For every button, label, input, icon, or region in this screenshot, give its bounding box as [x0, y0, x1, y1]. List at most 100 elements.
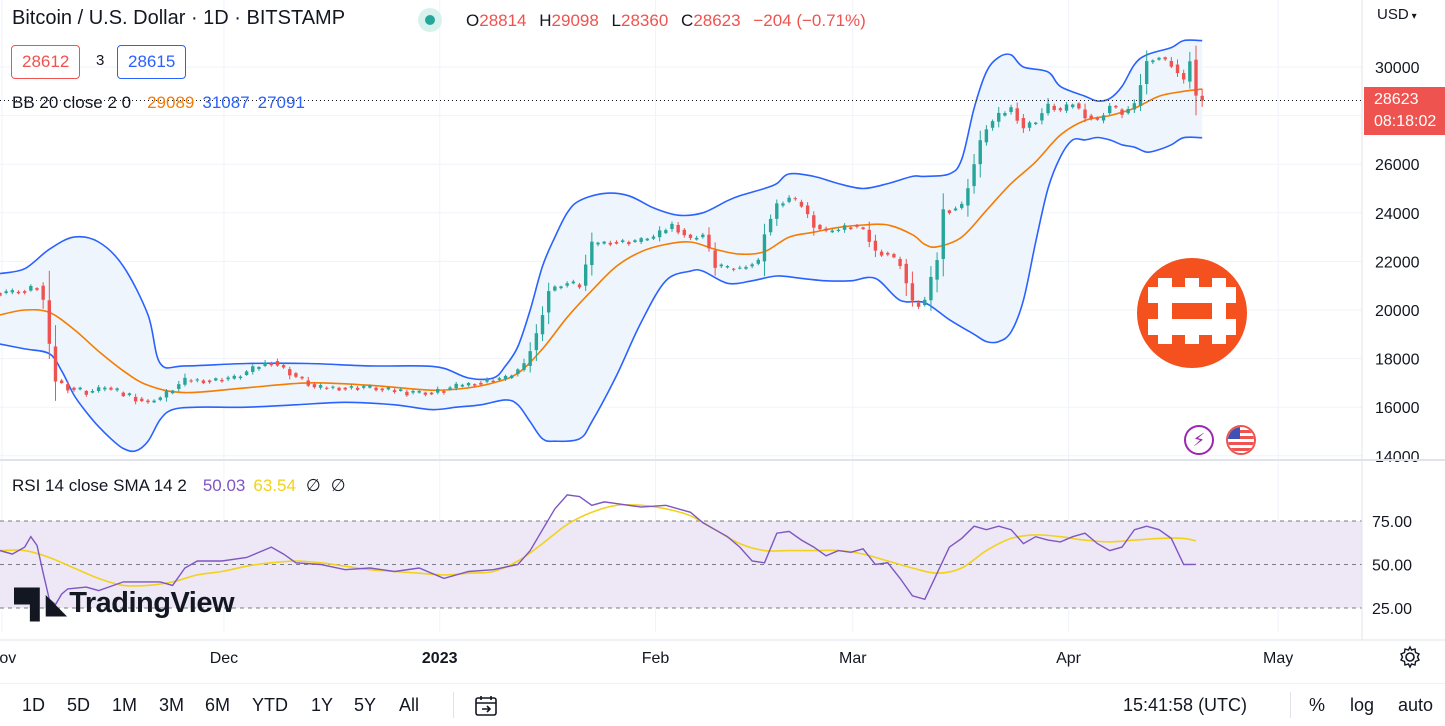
candle-body — [768, 218, 773, 233]
bitcoin-logo-stroke — [1158, 278, 1172, 344]
candle-body — [238, 376, 243, 379]
candle-body — [559, 286, 563, 289]
bitcoin-logo-stroke — [1212, 278, 1226, 344]
candle-body — [1194, 59, 1198, 96]
candle-body — [664, 230, 668, 234]
candle-body — [509, 375, 514, 379]
candle-body — [818, 224, 822, 230]
candle-body — [688, 234, 693, 238]
sell-price-button[interactable]: 28612 — [11, 45, 81, 79]
candle-body — [331, 386, 335, 388]
candle-body — [47, 300, 52, 344]
rsi-sma-value: 63.54 — [253, 476, 296, 495]
candle-body — [1175, 64, 1180, 74]
candle-body — [947, 210, 952, 214]
lightning-icon[interactable]: ⚡ — [1184, 425, 1214, 455]
candle-body — [799, 201, 804, 207]
rsi-legend[interactable]: RSI 14 close SMA 14 2 50.03 63.54 ∅ ∅ — [12, 476, 356, 496]
rsi-legend-label: RSI 14 close SMA 14 2 — [12, 476, 187, 495]
candle-body — [583, 264, 588, 286]
range-all-button[interactable]: All — [399, 695, 420, 715]
candle-body — [59, 380, 64, 384]
ohlc-low-value: 28360 — [621, 11, 669, 30]
range-1d-button[interactable]: 1D — [22, 695, 46, 715]
currency-selector[interactable]: USD ▾ — [1377, 6, 1417, 23]
price-tick-label: 24000 — [1375, 206, 1420, 223]
candle-body — [90, 391, 95, 393]
chevron-down-icon: ▾ — [1411, 11, 1417, 22]
candle-body — [1126, 108, 1130, 114]
candle-body — [627, 241, 631, 245]
candle-body — [738, 267, 742, 269]
candle-body — [861, 227, 865, 230]
candle-body — [528, 351, 532, 366]
candle-body — [744, 266, 748, 269]
bb-fill — [0, 40, 1203, 452]
log-scale-toggle[interactable]: log — [1350, 695, 1375, 715]
range-5y-button[interactable]: 5Y — [354, 695, 377, 715]
market-open-indicator-icon[interactable] — [418, 8, 442, 32]
candle-body — [214, 378, 218, 381]
auto-scale-toggle[interactable]: auto — [1398, 695, 1434, 715]
buy-price-button[interactable]: 28615 — [117, 45, 187, 79]
candle-body — [953, 208, 958, 211]
candle-body — [713, 250, 717, 268]
candle-body — [232, 375, 236, 379]
rsi-pane — [0, 494, 1362, 609]
rsi-tick-label: 75.00 — [1372, 514, 1412, 531]
bb-legend[interactable]: BB 20 close 2 0 29089 31087 27091 — [12, 93, 313, 113]
candle-body — [1132, 103, 1137, 110]
candles — [0, 45, 1362, 405]
toolbar-divider — [453, 692, 454, 718]
candle-body — [879, 251, 884, 256]
candle-body — [731, 268, 736, 270]
tradingview-logo[interactable]: ▀▌◣ TradingView — [14, 587, 235, 620]
settings-gear-icon[interactable] — [1398, 645, 1422, 669]
ohlc-open-value: 28814 — [479, 11, 527, 30]
candle-body — [830, 230, 834, 233]
candle-body — [374, 387, 378, 391]
range-1y-button[interactable]: 1Y — [311, 695, 334, 715]
symbol-title[interactable]: Bitcoin / U.S. Dollar · 1D · BITSTAMP — [12, 7, 346, 29]
candle-body — [750, 264, 754, 267]
candle-body — [411, 390, 415, 393]
us-flag-icon[interactable] — [1226, 425, 1256, 455]
candle-body — [540, 315, 545, 335]
candle-body — [719, 264, 724, 267]
bottom-toolbar: 1D 5D 1M 3M 6M YTD 1Y 5Y All 15:41:58 (U… — [0, 684, 1445, 726]
range-1m-button[interactable]: 1M — [112, 695, 138, 715]
candle-body — [781, 203, 785, 206]
candle-body — [362, 386, 366, 388]
candle-body — [670, 223, 674, 229]
utc-clock[interactable]: 15:41:58 (UTC) — [1123, 695, 1248, 715]
candle-body — [1144, 61, 1149, 85]
candle-body — [491, 380, 495, 383]
candle-body — [1188, 61, 1192, 82]
range-3m-button[interactable]: 3M — [159, 695, 185, 715]
chart-canvas[interactable]: 1400016000180002000022000240002600028000… — [0, 0, 1445, 684]
bb-lower-line — [0, 136, 1203, 453]
candle-body — [392, 390, 397, 393]
rsi-tick-label: 50.00 — [1372, 558, 1412, 575]
candle-body — [694, 237, 699, 240]
percent-scale-toggle[interactable]: % — [1309, 695, 1326, 715]
candle-body — [454, 383, 458, 389]
candle-body — [244, 371, 249, 376]
candle-body — [898, 258, 902, 266]
range-5d-button[interactable]: 5D — [67, 695, 91, 715]
candle-body — [522, 363, 526, 370]
range-6m-button[interactable]: 6M — [205, 695, 231, 715]
toolbar-divider — [1290, 692, 1291, 718]
candle-body — [867, 229, 871, 242]
go-to-date-calendar-icon[interactable] — [474, 694, 498, 718]
candle-body — [300, 376, 304, 379]
candle-body — [152, 400, 156, 403]
candle-body — [380, 388, 384, 391]
range-ytd-button[interactable]: YTD — [252, 695, 288, 715]
candle-body — [997, 112, 1001, 122]
candle-body — [429, 392, 434, 395]
candle-body — [183, 377, 187, 385]
rsi-value: 50.03 — [202, 476, 246, 495]
candle-body — [565, 283, 569, 286]
candle-body — [355, 387, 360, 390]
